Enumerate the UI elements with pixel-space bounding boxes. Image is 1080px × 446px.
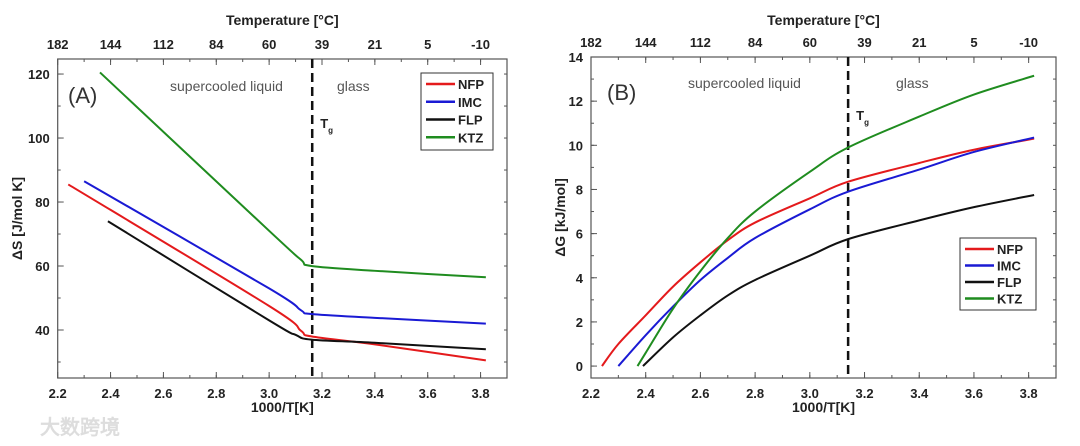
y-tick-label: 12 [569, 94, 583, 109]
x-tick-label: 2.6 [691, 386, 709, 401]
top-tick-label: 84 [748, 35, 763, 50]
x-tick-label: 2.4 [102, 386, 121, 401]
top-tick-label: 112 [690, 35, 711, 50]
legend-label-imc: IMC [458, 95, 482, 110]
legend-label-nfp: NFP [458, 77, 484, 92]
x-tick-label: 3.2 [855, 386, 873, 401]
x-tick-label: 2.6 [154, 386, 172, 401]
plot-frame [590, 56, 1057, 379]
panel-label: (B) [607, 80, 636, 105]
x-tick-label: 2.2 [582, 386, 600, 401]
y-tick-label: 0 [576, 359, 583, 374]
y-tick-label: 6 [576, 227, 583, 242]
legend-label-imc: IMC [997, 259, 1021, 274]
region-label-glass: glass [337, 78, 370, 94]
x-axis-title: 1000/T[K] [251, 399, 314, 415]
series-line-nfp [601, 137, 1035, 367]
series-line-ktz [99, 71, 486, 279]
legend-label-ktz: KTZ [458, 130, 483, 145]
top-tick-label: 144 [100, 37, 122, 52]
top-tick-label: 182 [580, 35, 602, 50]
x-axis-title: 1000/T[K] [792, 399, 855, 415]
top-tick-label: -10 [471, 37, 490, 52]
x-tick-label: 3.0 [260, 386, 278, 401]
x-tick-label: 3.0 [801, 386, 819, 401]
tg-subscript: g [864, 118, 869, 127]
x-tick-label: 3.2 [313, 386, 331, 401]
x-tick-label: 2.8 [207, 386, 225, 401]
top-tick-label: 182 [47, 37, 69, 52]
top-tick-label: -10 [1019, 35, 1038, 50]
y-tick-label: 8 [576, 182, 583, 197]
top-tick-label: 39 [315, 37, 329, 52]
legend-label-nfp: NFP [997, 242, 1023, 257]
legend: NFP IMC FLP KTZ [420, 72, 494, 151]
y-tick-label: 60 [35, 259, 49, 274]
x-tick-label: 3.8 [1020, 386, 1038, 401]
top-tick-label: 21 [912, 35, 926, 50]
y-tick-label: 40 [35, 323, 49, 338]
x-tick-label: 3.4 [910, 386, 929, 401]
top-axis-title: Temperature [°C] [767, 12, 880, 28]
series-line-imc [83, 180, 486, 325]
y-tick-label: 14 [569, 50, 584, 65]
top-tick-label: 21 [368, 37, 382, 52]
top-tick-label: 5 [424, 37, 431, 52]
legend-box [420, 72, 494, 151]
x-tick-label: 2.4 [637, 386, 656, 401]
legend-label-flp: FLP [997, 275, 1022, 290]
legend-label-flp: FLP [458, 113, 483, 128]
series-line-nfp [67, 183, 486, 362]
y-tick-label: 2 [576, 315, 583, 330]
top-tick-label: 60 [803, 35, 817, 50]
tg-subscript: g [328, 126, 333, 135]
top-axis-title: Temperature [°C] [226, 12, 339, 28]
tg-label: Tg [320, 116, 333, 135]
y-tick-label: 10 [569, 138, 583, 153]
watermark: 大数跨境 [40, 415, 120, 439]
top-tick-label: 39 [857, 35, 871, 50]
x-tick-label: 3.4 [366, 386, 385, 401]
legend-label-ktz: KTZ [997, 292, 1022, 307]
y-axis-title: ΔS [J/mol K] [9, 177, 25, 260]
top-tick-label: 112 [153, 37, 174, 52]
chart-panel-b: 2.21822.41442.61122.8843.0603.2393.4213.… [552, 12, 1057, 415]
y-axis-title: ΔG [kJ/mol] [552, 178, 568, 257]
x-tick-label: 3.6 [965, 386, 983, 401]
region-label-supercooled: supercooled liquid [688, 75, 801, 91]
x-tick-label: 2.8 [746, 386, 764, 401]
series-line-flp [107, 220, 486, 351]
x-tick-label: 3.6 [419, 386, 437, 401]
series-line-imc [617, 136, 1035, 367]
y-tick-label: 100 [28, 131, 50, 146]
region-label-supercooled: supercooled liquid [170, 78, 283, 94]
y-tick-label: 4 [576, 271, 584, 286]
top-tick-label: 144 [635, 35, 657, 50]
series-line-ktz [636, 74, 1035, 367]
top-tick-label: 5 [970, 35, 977, 50]
series-line-flp [642, 194, 1035, 367]
tg-label: Tg [856, 108, 869, 127]
plot-frame [57, 58, 508, 379]
x-tick-label: 3.8 [472, 386, 490, 401]
panel-label: (A) [68, 83, 97, 108]
y-tick-label: 80 [35, 195, 49, 210]
region-label-glass: glass [896, 75, 929, 91]
x-tick-label: 2.2 [49, 386, 67, 401]
y-tick-label: 120 [28, 67, 50, 82]
top-tick-label: 84 [209, 37, 224, 52]
top-tick-label: 60 [262, 37, 276, 52]
chart-panel-a: 2.2 182 2.4 144 2.6 112 2.8 84 3.0 60 3.2 39 3.4 21 3.… [9, 12, 508, 415]
